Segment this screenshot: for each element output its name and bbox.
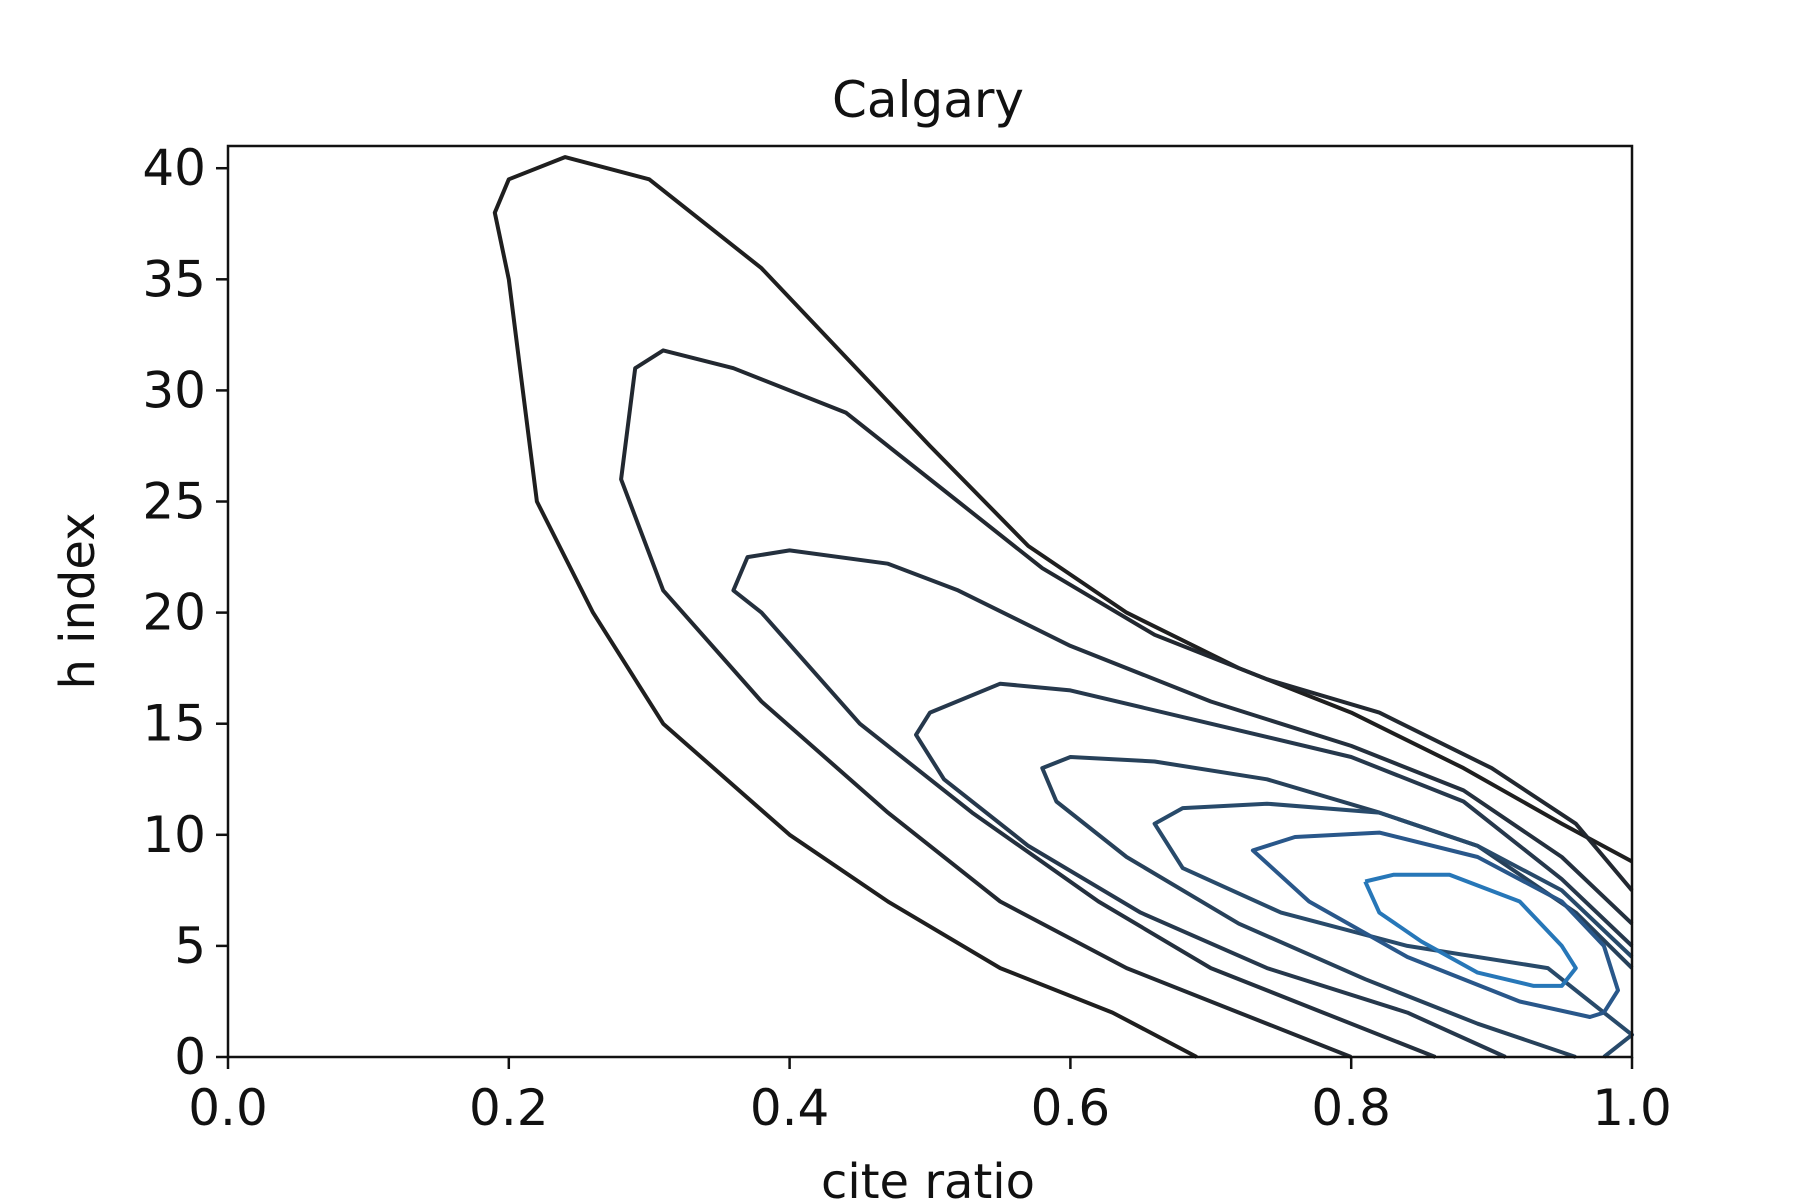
- y-tick-label-6: 30: [142, 361, 206, 419]
- contour-level-2: [619, 348, 1634, 1059]
- y-tick-label-3: 15: [142, 695, 206, 753]
- contour-level-7: [1250, 830, 1620, 1019]
- y-tick-label-8: 40: [142, 139, 206, 197]
- y-tick-label-2: 10: [142, 806, 206, 864]
- contour-level-8: [1363, 872, 1578, 988]
- y-tick-label-0: 0: [174, 1028, 206, 1086]
- x-axis-label: cite ratio: [821, 1154, 1035, 1200]
- chart-title: Calgary: [832, 71, 1024, 129]
- contour-level-4: [914, 681, 1634, 1059]
- x-axis: 0.0 0.2 0.4 0.6 0.8 1.0: [188, 1057, 1672, 1137]
- x-tick-label-5: 1.0: [1592, 1079, 1672, 1137]
- contour-level-6: [1152, 801, 1634, 1059]
- x-tick-label-2: 0.4: [750, 1079, 830, 1137]
- y-tick-label-1: 5: [174, 917, 206, 975]
- y-axis-label: h index: [50, 513, 106, 690]
- contour-level-3: [731, 548, 1634, 1059]
- x-tick-label-4: 0.8: [1311, 1079, 1391, 1137]
- contour-level-1: [492, 155, 1633, 1059]
- y-axis: 0 5 10 15 20 25 30 35 40: [142, 139, 228, 1086]
- x-tick-label-0: 0.0: [188, 1079, 268, 1137]
- y-tick-label-7: 35: [142, 250, 206, 308]
- y-tick-label-4: 20: [142, 584, 206, 642]
- y-tick-label-5: 25: [142, 473, 206, 531]
- plot-frame: [226, 144, 1634, 1059]
- x-tick-label-1: 0.2: [469, 1079, 549, 1137]
- x-tick-label-3: 0.6: [1031, 1079, 1111, 1137]
- contour-lines: [492, 155, 1634, 1059]
